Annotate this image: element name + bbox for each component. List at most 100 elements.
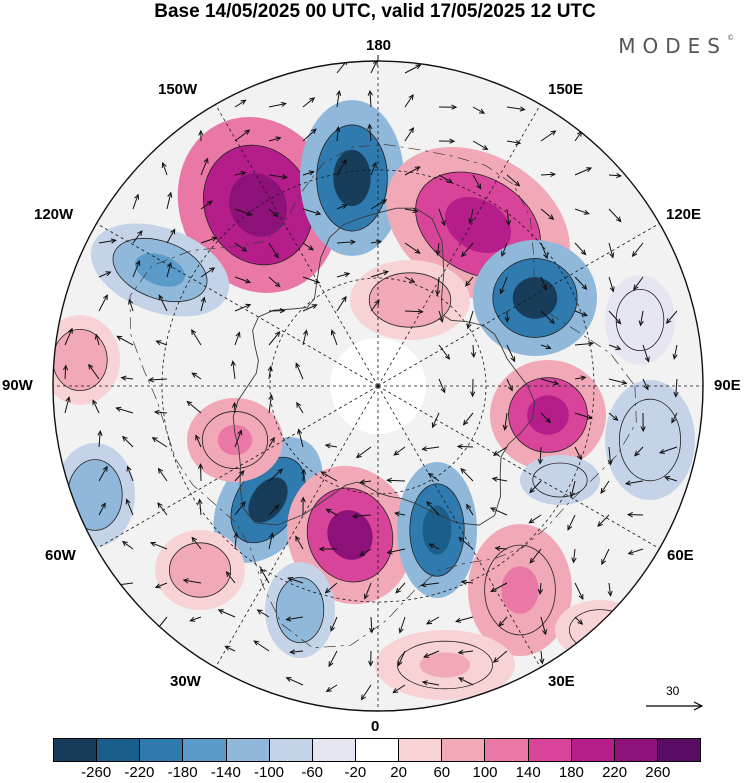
- wind-vector-head: [456, 443, 463, 450]
- wind-vector-head: [154, 583, 161, 589]
- wind-vector: [64, 365, 67, 380]
- contour-line: [368, 272, 452, 328]
- wind-vector: [268, 533, 273, 550]
- wind-vector-head: [673, 391, 679, 398]
- wind-vector-head: [280, 101, 287, 107]
- wind-vector: [218, 609, 236, 618]
- wind-vector: [432, 412, 440, 428]
- colorbar-tick-label: -140: [210, 764, 241, 781]
- wind-vector-head: [489, 507, 497, 513]
- wind-vector: [370, 300, 380, 312]
- wind-vector: [155, 582, 168, 588]
- wind-vector-head: [634, 450, 640, 457]
- wind-vector-head: [426, 619, 433, 625]
- wind-vector: [64, 397, 70, 414]
- wind-vector-head: [609, 286, 615, 293]
- wind-vector: [166, 262, 172, 278]
- wind-vector: [608, 344, 621, 350]
- wind-vector-head: [638, 320, 644, 327]
- contour-line: [508, 377, 588, 453]
- wind-vector: [132, 230, 143, 244]
- wind-vector-head: [161, 161, 167, 168]
- wind-vector-head: [359, 479, 366, 485]
- lon-label-120e: 120E: [666, 206, 702, 223]
- wind-vector: [504, 412, 508, 430]
- wind-vector-head: [110, 238, 117, 244]
- wind-vector-head: [367, 89, 373, 96]
- wind-vector: [225, 645, 236, 652]
- wind-vector: [326, 508, 338, 516]
- wind-vector: [608, 174, 621, 177]
- meridian-line: [377, 104, 541, 387]
- wind-vector-head: [359, 550, 366, 556]
- colorbar-tick-label: 100: [472, 764, 498, 781]
- wind-vector: [404, 64, 421, 74]
- wind-vector-head: [462, 419, 469, 426]
- wind-vector: [233, 402, 236, 414]
- wind-vector: [608, 242, 614, 258]
- wind-vector: [633, 276, 644, 290]
- wind-vector-head: [149, 541, 157, 547]
- wind-vector: [257, 609, 270, 618]
- wind-vector-head: [607, 459, 613, 466]
- wind-vector: [600, 480, 610, 494]
- wind-vector-head: [237, 429, 243, 436]
- wind-vector-head: [182, 578, 189, 584]
- wind-vector: [500, 276, 508, 294]
- wind-vector: [370, 271, 389, 278]
- map-title: Base 14/05/2025 00 UTC, valid 17/05/2025…: [154, 1, 596, 22]
- wind-vector: [573, 548, 576, 563]
- wind-vector-head: [224, 645, 231, 651]
- wind-vector: [426, 501, 440, 516]
- wind-vector-head: [553, 380, 560, 386]
- wind-vector-head: [444, 354, 451, 360]
- anomaly-region: [555, 600, 645, 660]
- wind-vector-head: [335, 126, 341, 133]
- wind-vector-head: [470, 391, 476, 398]
- wind-vector-head: [92, 399, 98, 406]
- wind-vector-head: [501, 250, 506, 258]
- wind-vector-head: [626, 512, 633, 518]
- wind-vector: [506, 208, 510, 225]
- colorbar-swatch: [399, 739, 443, 761]
- wind-vector-head: [308, 170, 315, 176]
- wind-vector: [438, 378, 446, 393]
- colorbar-swatch: [226, 739, 270, 761]
- wind-vector: [268, 174, 287, 178]
- wind-vector: [423, 650, 440, 658]
- wind-vector: [268, 437, 275, 448]
- wind-vector-head: [325, 686, 332, 693]
- anomaly-region: [183, 555, 217, 585]
- wind-vector-head: [550, 171, 557, 178]
- wind-vector: [463, 412, 474, 426]
- wind-vector: [574, 342, 593, 346]
- meridian-line: [215, 385, 379, 668]
- wind-vector: [234, 129, 250, 142]
- wind-vector-head: [395, 587, 401, 594]
- wind-vector-head: [324, 587, 331, 594]
- wind-vector-head: [308, 245, 314, 251]
- wind-vector-head: [414, 166, 421, 172]
- wind-vector: [148, 378, 168, 381]
- wind-vector: [506, 140, 521, 144]
- wind-vector: [336, 241, 355, 244]
- wind-vector: [369, 124, 372, 142]
- wind-vector: [98, 239, 116, 244]
- colorbar-swatch: [183, 739, 227, 761]
- wind-vector-head: [267, 365, 273, 372]
- wind-vector: [162, 162, 168, 176]
- wind-vector-head: [374, 299, 380, 306]
- wind-vector: [200, 267, 215, 278]
- wind-vector: [156, 340, 168, 346]
- wind-vector-head: [137, 230, 143, 236]
- wind-vector-head: [121, 540, 128, 547]
- colorbar-swatch: [312, 739, 356, 761]
- wind-vector-head: [457, 649, 464, 655]
- wind-vector: [506, 106, 525, 111]
- wind-vector-head: [542, 629, 548, 636]
- wind-vector-head: [197, 498, 203, 505]
- wind-vector: [232, 361, 236, 380]
- contour-line: [396, 640, 493, 690]
- wind-vector: [387, 548, 406, 554]
- wind-vector-head: [239, 470, 245, 476]
